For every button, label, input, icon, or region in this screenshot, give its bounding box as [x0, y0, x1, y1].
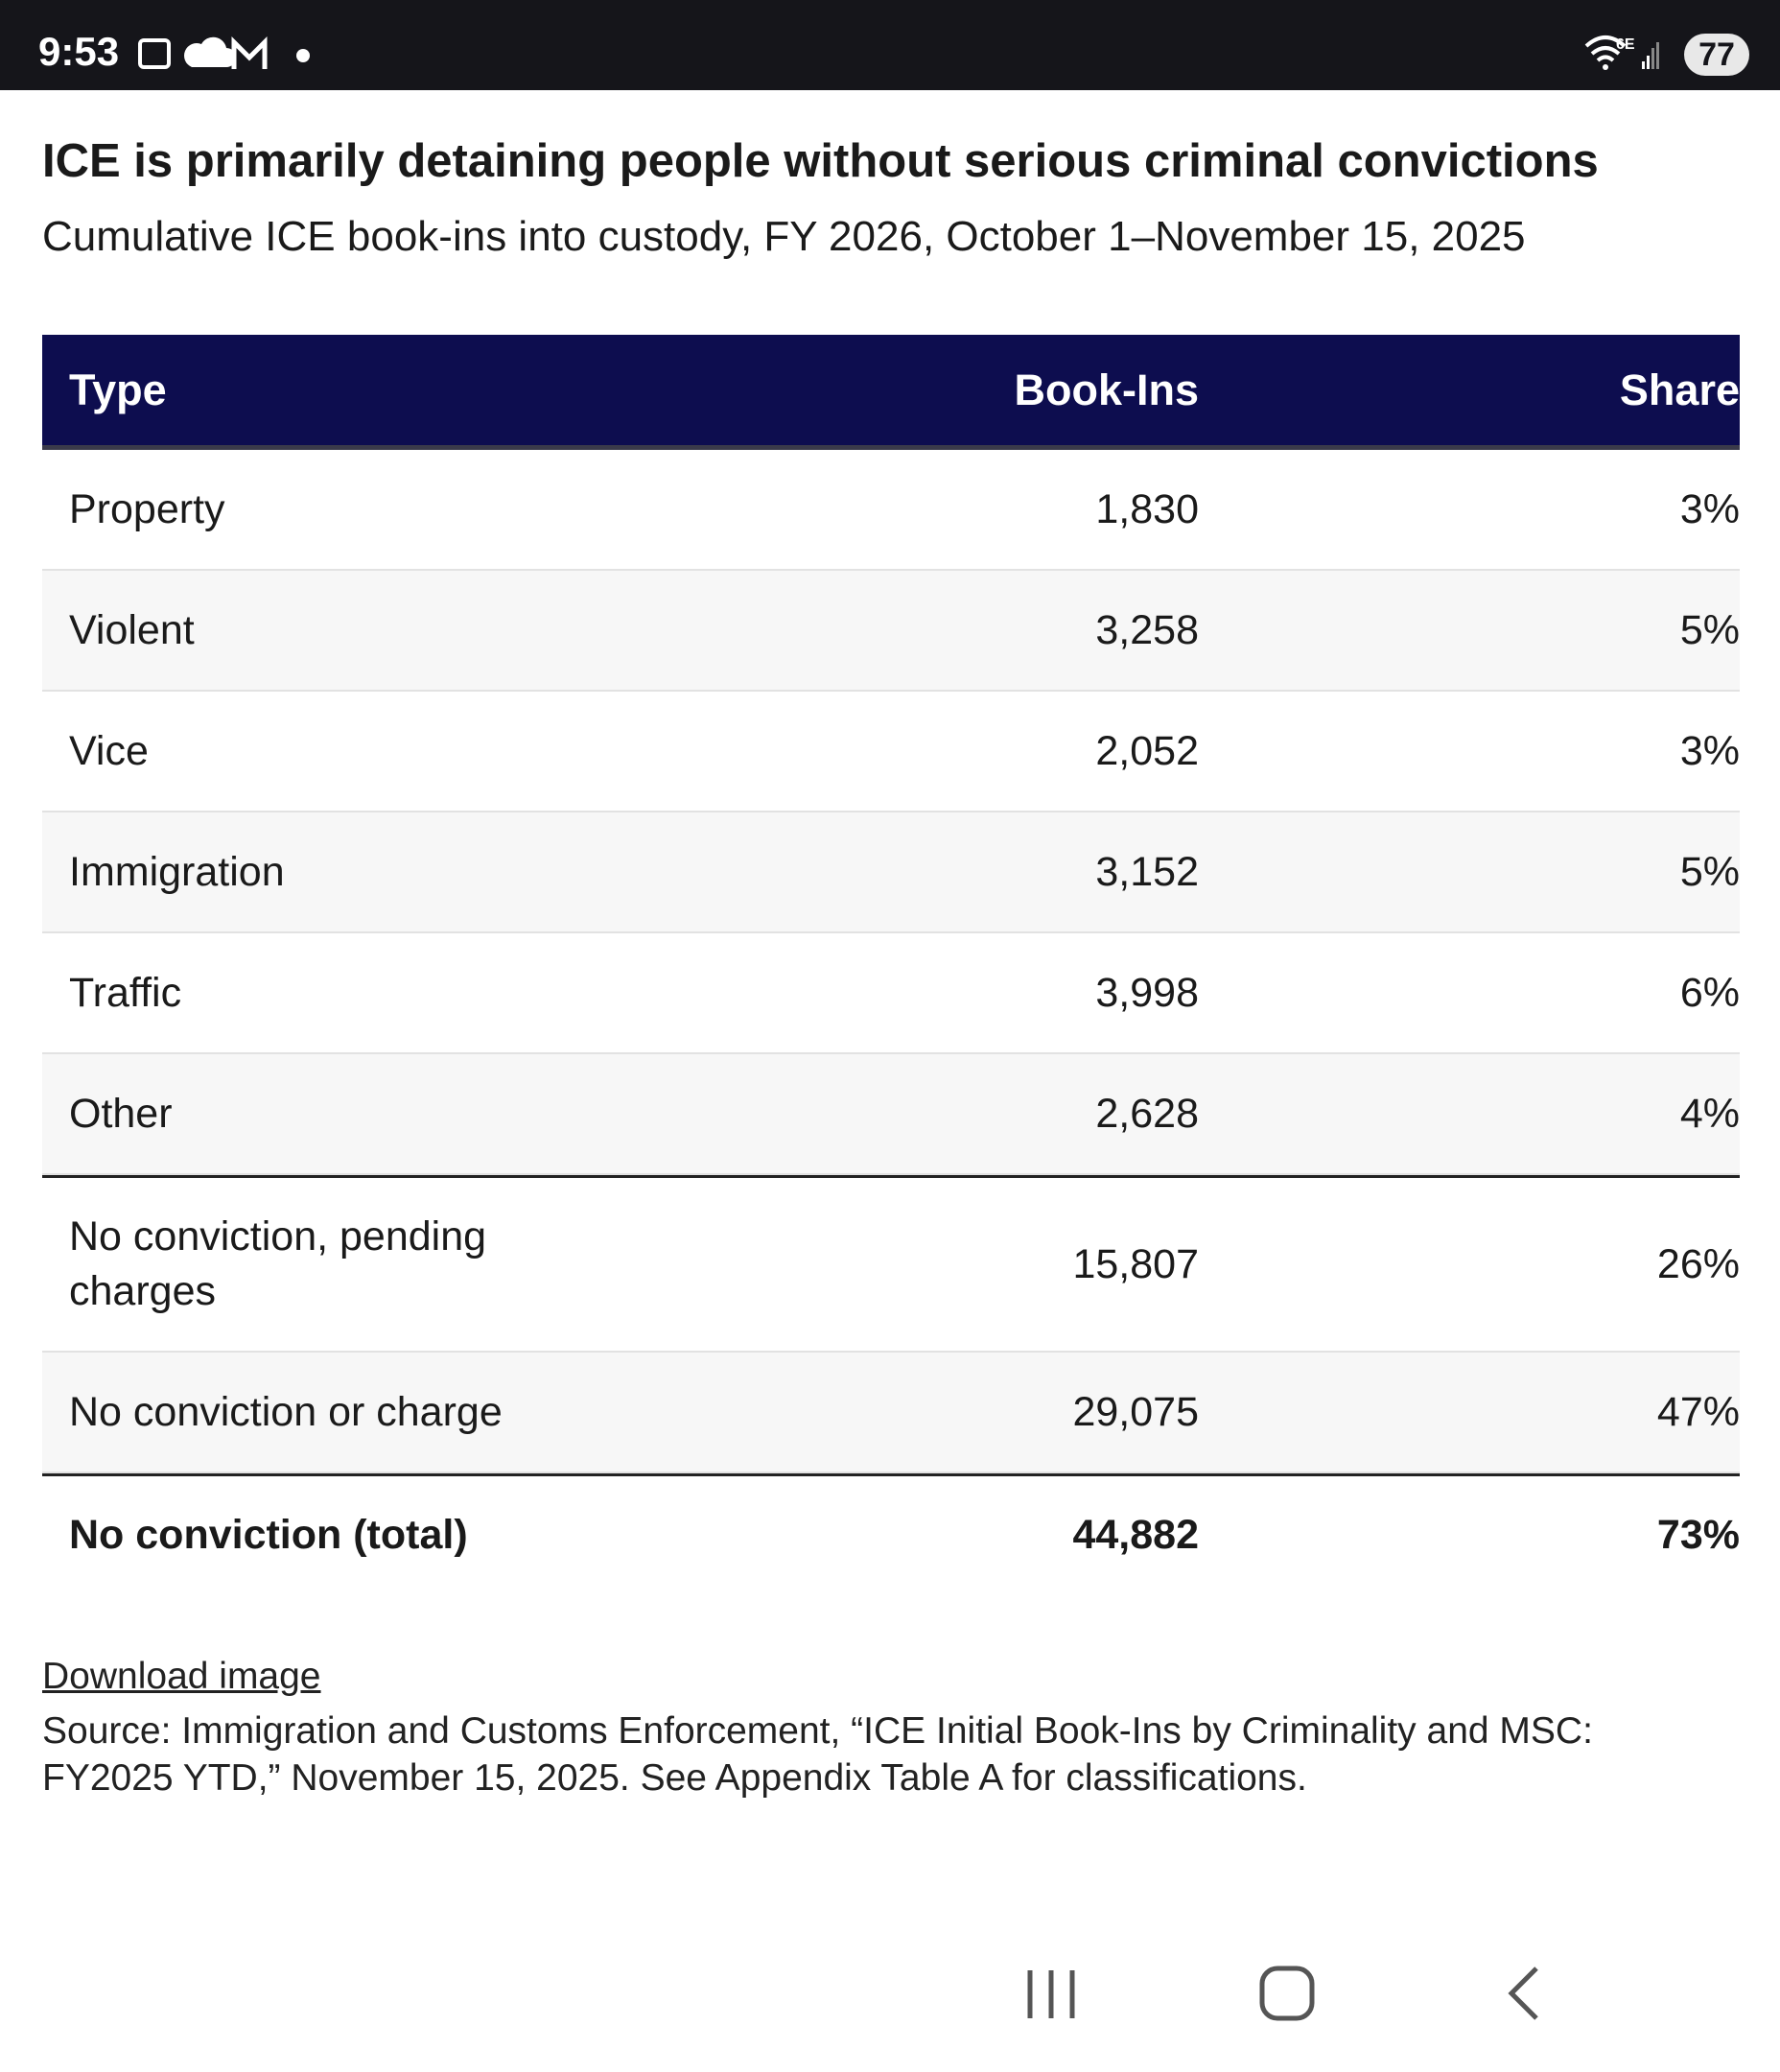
battery: 77 — [1684, 34, 1749, 76]
column-header: Type — [69, 365, 167, 414]
table-cell: 26% — [1656, 1240, 1740, 1287]
table-cell: 4% — [1679, 1090, 1740, 1137]
navigation-bar — [1027, 1966, 1538, 2021]
table-cell: 2,628 — [1095, 1090, 1199, 1137]
table-cell: 29,075 — [1072, 1388, 1199, 1435]
table-row: Other 2,628 4% — [42, 1054, 1740, 1175]
table-row: Immigration 3,152 5% — [42, 812, 1740, 933]
column-header: Share — [1619, 365, 1740, 414]
recent-apps-button[interactable] — [1027, 1970, 1075, 2018]
home-button[interactable] — [1259, 1966, 1315, 2021]
table-cell: No conviction or charge — [69, 1388, 503, 1435]
table-cell: 2,052 — [1095, 727, 1199, 774]
table-row: Traffic 3,998 6% — [42, 933, 1740, 1054]
table-row: No conviction or charge 29,075 47% — [42, 1353, 1740, 1473]
table-cell: Traffic — [69, 969, 182, 1016]
notification-icons — [138, 35, 310, 69]
column-header: Book-Ins — [1014, 365, 1199, 414]
table-cell: Immigration — [69, 848, 285, 895]
table-cell: No conviction, pending charges — [69, 1213, 487, 1314]
table-cell: 15,807 — [1072, 1240, 1199, 1287]
table-cell: 5% — [1679, 606, 1740, 653]
table-cell: No conviction (total) — [69, 1512, 468, 1559]
total-row: No conviction (total) 44,882 73% — [42, 1473, 1740, 1594]
table-row: Violent 3,258 5% — [42, 571, 1740, 692]
table-cell: 3,258 — [1095, 606, 1199, 653]
table-cell: 5% — [1679, 848, 1740, 895]
table-cell: Property — [69, 485, 225, 532]
download-link[interactable]: Download image — [42, 1656, 321, 1697]
table-cell: 3,152 — [1095, 848, 1199, 895]
table-cell: Vice — [69, 727, 149, 774]
table-row: Vice 2,052 3% — [42, 692, 1740, 812]
table-cell: 3% — [1679, 727, 1740, 774]
table-cell: 47% — [1656, 1388, 1740, 1435]
table-row: Property 1,830 3% — [42, 450, 1740, 571]
chart-subtitle: Cumulative ICE book-ins into custody, FY… — [42, 213, 1526, 260]
table-cell: Violent — [69, 606, 195, 653]
table-cell: 6% — [1679, 969, 1740, 1016]
clock: 9:53 — [38, 29, 120, 74]
table-header: Type Book-Ins Share — [42, 335, 1740, 450]
back-button[interactable] — [1508, 1966, 1538, 2020]
table-cell: 3,998 — [1095, 969, 1199, 1016]
source-note: Source: Immigration and Customs Enforcem… — [42, 1710, 1593, 1799]
table-cell: Other — [69, 1090, 173, 1137]
signal-icons — [1584, 35, 1659, 70]
status-bar: 9:53 6E 77 — [0, 0, 1780, 90]
table-row: No conviction, pending charges 15,807 26% — [42, 1175, 1740, 1353]
chart-title: ICE is primarily detaining people withou… — [42, 135, 1599, 187]
table-cell: 1,830 — [1095, 485, 1199, 532]
table-cell: 3% — [1679, 485, 1740, 532]
table-cell: 73% — [1656, 1512, 1740, 1558]
table-cell: 44,882 — [1072, 1512, 1199, 1558]
table: Type Book-Ins Share Property 1,830 3% Violent 3… — [42, 335, 1740, 1594]
